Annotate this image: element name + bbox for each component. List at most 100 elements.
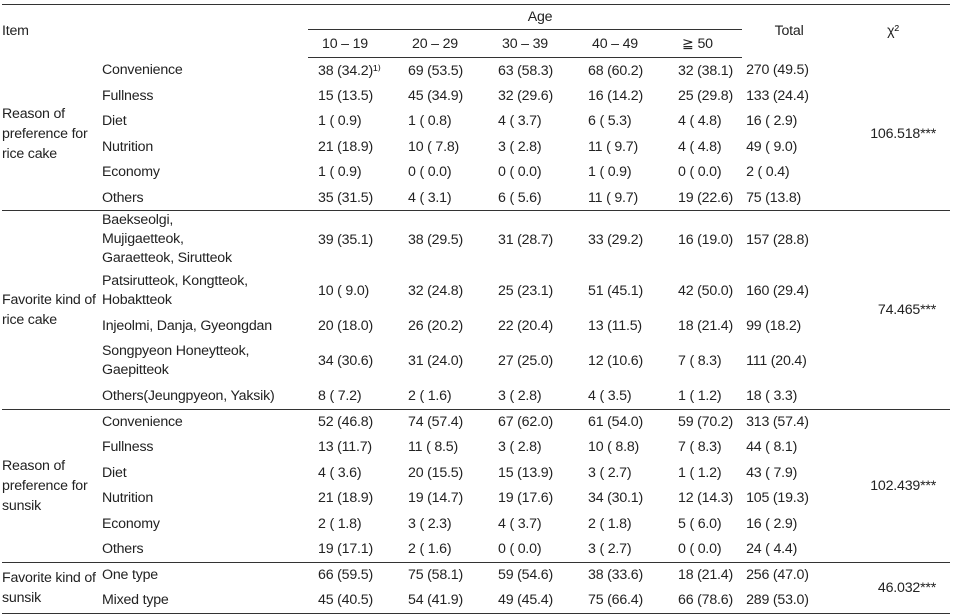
item-header: Item xyxy=(2,4,309,58)
row-label: Convenience xyxy=(102,62,183,79)
table-cell: 11 ( 8.5) xyxy=(408,439,458,456)
row-label: Economy xyxy=(102,164,160,181)
total-cell: 44 ( 8.1) xyxy=(746,439,798,456)
table-cell: 31 (24.0) xyxy=(408,353,464,369)
total-cell: 105 (19.3) xyxy=(746,490,809,507)
table-row: Economy 1 ( 0.9) 0 ( 0.0) 0 ( 0.0) 1 ( 0.9) 0… xyxy=(2,160,950,186)
table-row: Others 19 (17.1) 2 ( 1.6) 0 ( 0.0) 3 ( 2.7) 0… xyxy=(2,536,950,563)
table-row: Mixed type 45 (40.5) 54 (41.9) 49 (45.4) 75 … xyxy=(2,587,950,614)
row-label-text: Patsirutteok, Kongtteok, Hobaktteok xyxy=(102,272,248,308)
table-cell: 75 (66.4) xyxy=(578,587,669,614)
table-cell: 1 ( 1.2) xyxy=(678,464,722,481)
row-label: Diet xyxy=(102,113,127,130)
table-cell: 6 ( 5.3) xyxy=(588,113,632,130)
total-cell: 75 (13.8) xyxy=(742,185,837,211)
table-cell: 3 ( 2.3) xyxy=(408,515,452,532)
table-row: Nutrition 21 (18.9) 10 ( 7.8) 3 ( 2.8) 11 ( … xyxy=(2,134,950,160)
row-label: Others xyxy=(100,185,309,211)
table-cell: 5 ( 6.0) xyxy=(678,515,722,532)
total-cell: 289 (53.0) xyxy=(742,587,837,614)
table-cell: 21 (18.9) xyxy=(318,138,374,155)
table-cell: 3 ( 2.8) xyxy=(498,138,542,155)
table-cell: 2 ( 1.8) xyxy=(318,515,362,532)
table-cell: 34 (30.6) xyxy=(318,353,374,369)
table-row: Reason of preference for sunsik Convenien… xyxy=(2,409,951,563)
table-cell: 32 (29.6) xyxy=(498,87,554,104)
table-row: Diet 4 ( 3.6) 20 (15.5) 15 (13.9) 3 ( 2.7) 1 … xyxy=(2,460,950,486)
chi-square-value: 74.465*** xyxy=(836,210,951,410)
table-cell: 39 (35.1) xyxy=(318,231,374,248)
statistics-table: Item Age Total χ² 10 – 19 20 – 29 30 – 3… xyxy=(2,4,951,614)
table-cell: 52 (46.8) xyxy=(318,414,374,430)
total-cell: 43 ( 7.9) xyxy=(746,464,798,481)
table-cell: 10 ( 9.0) xyxy=(318,282,370,299)
table-cell: 7 ( 8.3) xyxy=(678,353,722,369)
table-cell: 74 (57.4) xyxy=(408,414,464,430)
table-row: Nutrition 21 (18.9) 19 (14.7) 19 (17.6) 34 (… xyxy=(2,486,950,512)
group-label: Favorite kind of sunsik xyxy=(2,562,100,614)
table-cell: 18 (21.4) xyxy=(678,567,734,583)
table-cell: 6 ( 5.6) xyxy=(488,185,579,211)
table-cell: 42 (50.0) xyxy=(678,282,734,299)
row-label: Others(Jeungpyeon, Yaksik) xyxy=(100,383,309,410)
table-cell: 4 ( 3.1) xyxy=(398,185,489,211)
table-cell: 4 ( 4.8) xyxy=(678,113,722,130)
table-cell: 33 (29.2) xyxy=(588,231,644,248)
table-cell: 32 (24.8) xyxy=(408,282,464,299)
table-cell: 32 (38.1) xyxy=(678,62,734,79)
age-group-header: 40 – 49 xyxy=(578,29,669,58)
row-label: Songpyeon Honeytteok, Gaepitteok xyxy=(100,339,308,384)
age-group-header: ≧ 50 xyxy=(668,29,743,58)
row-label-text: Baekseolgi, Mujigaetteok, Garaetteok, Si… xyxy=(102,212,232,266)
group-label: Reason of preference for rice cake xyxy=(2,57,100,211)
table-cell: 66 (78.6) xyxy=(668,587,743,614)
age-group-header: 20 – 29 xyxy=(398,29,489,58)
table-cell: 13 (11.5) xyxy=(588,317,642,334)
age-group-header: 30 – 39 xyxy=(488,29,579,58)
table-cell: 7 ( 8.3) xyxy=(678,439,722,456)
table-row: Injeolmi, Danja, Gyeongdan 20 (18.0) 26 (2… xyxy=(2,313,950,339)
row-label: Fullness xyxy=(102,87,154,104)
table-cell: 51 (45.1) xyxy=(588,282,644,299)
table-row: Fullness 15 (13.5) 45 (34.9) 32 (29.6) 16 (1… xyxy=(2,83,950,109)
table-cell: 0 ( 0.0) xyxy=(498,164,542,181)
table-cell: 67 (62.0) xyxy=(498,414,554,430)
total-cell: 24 ( 4.4) xyxy=(742,536,837,563)
chi-square-value: 106.518*** xyxy=(836,57,951,211)
table-cell: 49 (45.4) xyxy=(488,587,579,614)
table-cell: 0 ( 0.0) xyxy=(408,164,452,181)
chi-square-value: 102.439*** xyxy=(836,409,951,563)
table-cell: 4 ( 3.5) xyxy=(578,383,669,410)
table-cell: 25 (23.1) xyxy=(498,282,554,299)
table-cell: 4 ( 3.7) xyxy=(498,515,542,532)
table-row: Economy 2 ( 1.8) 3 ( 2.3) 4 ( 3.7) 2 ( 1.8) 5… xyxy=(2,511,950,537)
table-cell: 31 (28.7) xyxy=(498,231,554,248)
table-cell: 18 (21.4) xyxy=(678,317,734,334)
table-row: Others 35 (31.5) 4 ( 3.1) 6 ( 5.6) 11 ( 9.7)… xyxy=(2,185,950,211)
row-label: Fullness xyxy=(102,439,154,456)
total-cell: 270 (49.5) xyxy=(746,62,809,79)
table-cell: 15 (13.9) xyxy=(498,464,554,481)
table-row: Patsirutteok, Kongtteok, Hobaktteok 10 ( … xyxy=(2,268,950,313)
table-cell: 27 (25.0) xyxy=(498,353,554,369)
table-cell: 20 (18.0) xyxy=(318,317,374,334)
table-cell: 16 (14.2) xyxy=(588,87,644,104)
table-cell: 13 (11.7) xyxy=(318,439,372,456)
row-label: Economy xyxy=(102,515,160,532)
table-cell: 4 ( 3.6) xyxy=(318,464,362,481)
total-cell: 157 (28.8) xyxy=(746,231,809,248)
table-cell: 61 (54.0) xyxy=(588,414,644,430)
table-cell: 38 (34.2)¹⁾ xyxy=(318,62,381,79)
row-label: Nutrition xyxy=(102,138,154,155)
table-cell: 38 (33.6) xyxy=(588,567,644,583)
row-label: Injeolmi, Danja, Gyeongdan xyxy=(102,317,272,334)
table-row: Diet 1 ( 0.9) 1 ( 0.8) 4 ( 3.7) 6 ( 5.3) 4 ( … xyxy=(2,109,950,135)
table-cell: 25 (29.8) xyxy=(678,87,734,104)
table-cell: 68 (60.2) xyxy=(588,62,644,79)
table-row: Songpyeon Honeytteok, Gaepitteok 34 (30.6… xyxy=(2,339,950,384)
table-cell: 1 ( 0.9) xyxy=(318,164,362,181)
table-cell: 10 ( 7.8) xyxy=(408,138,460,155)
table-cell: 19 (14.7) xyxy=(408,490,464,507)
table-cell: 1 ( 0.9) xyxy=(318,113,362,130)
table-cell: 63 (58.3) xyxy=(498,62,554,79)
